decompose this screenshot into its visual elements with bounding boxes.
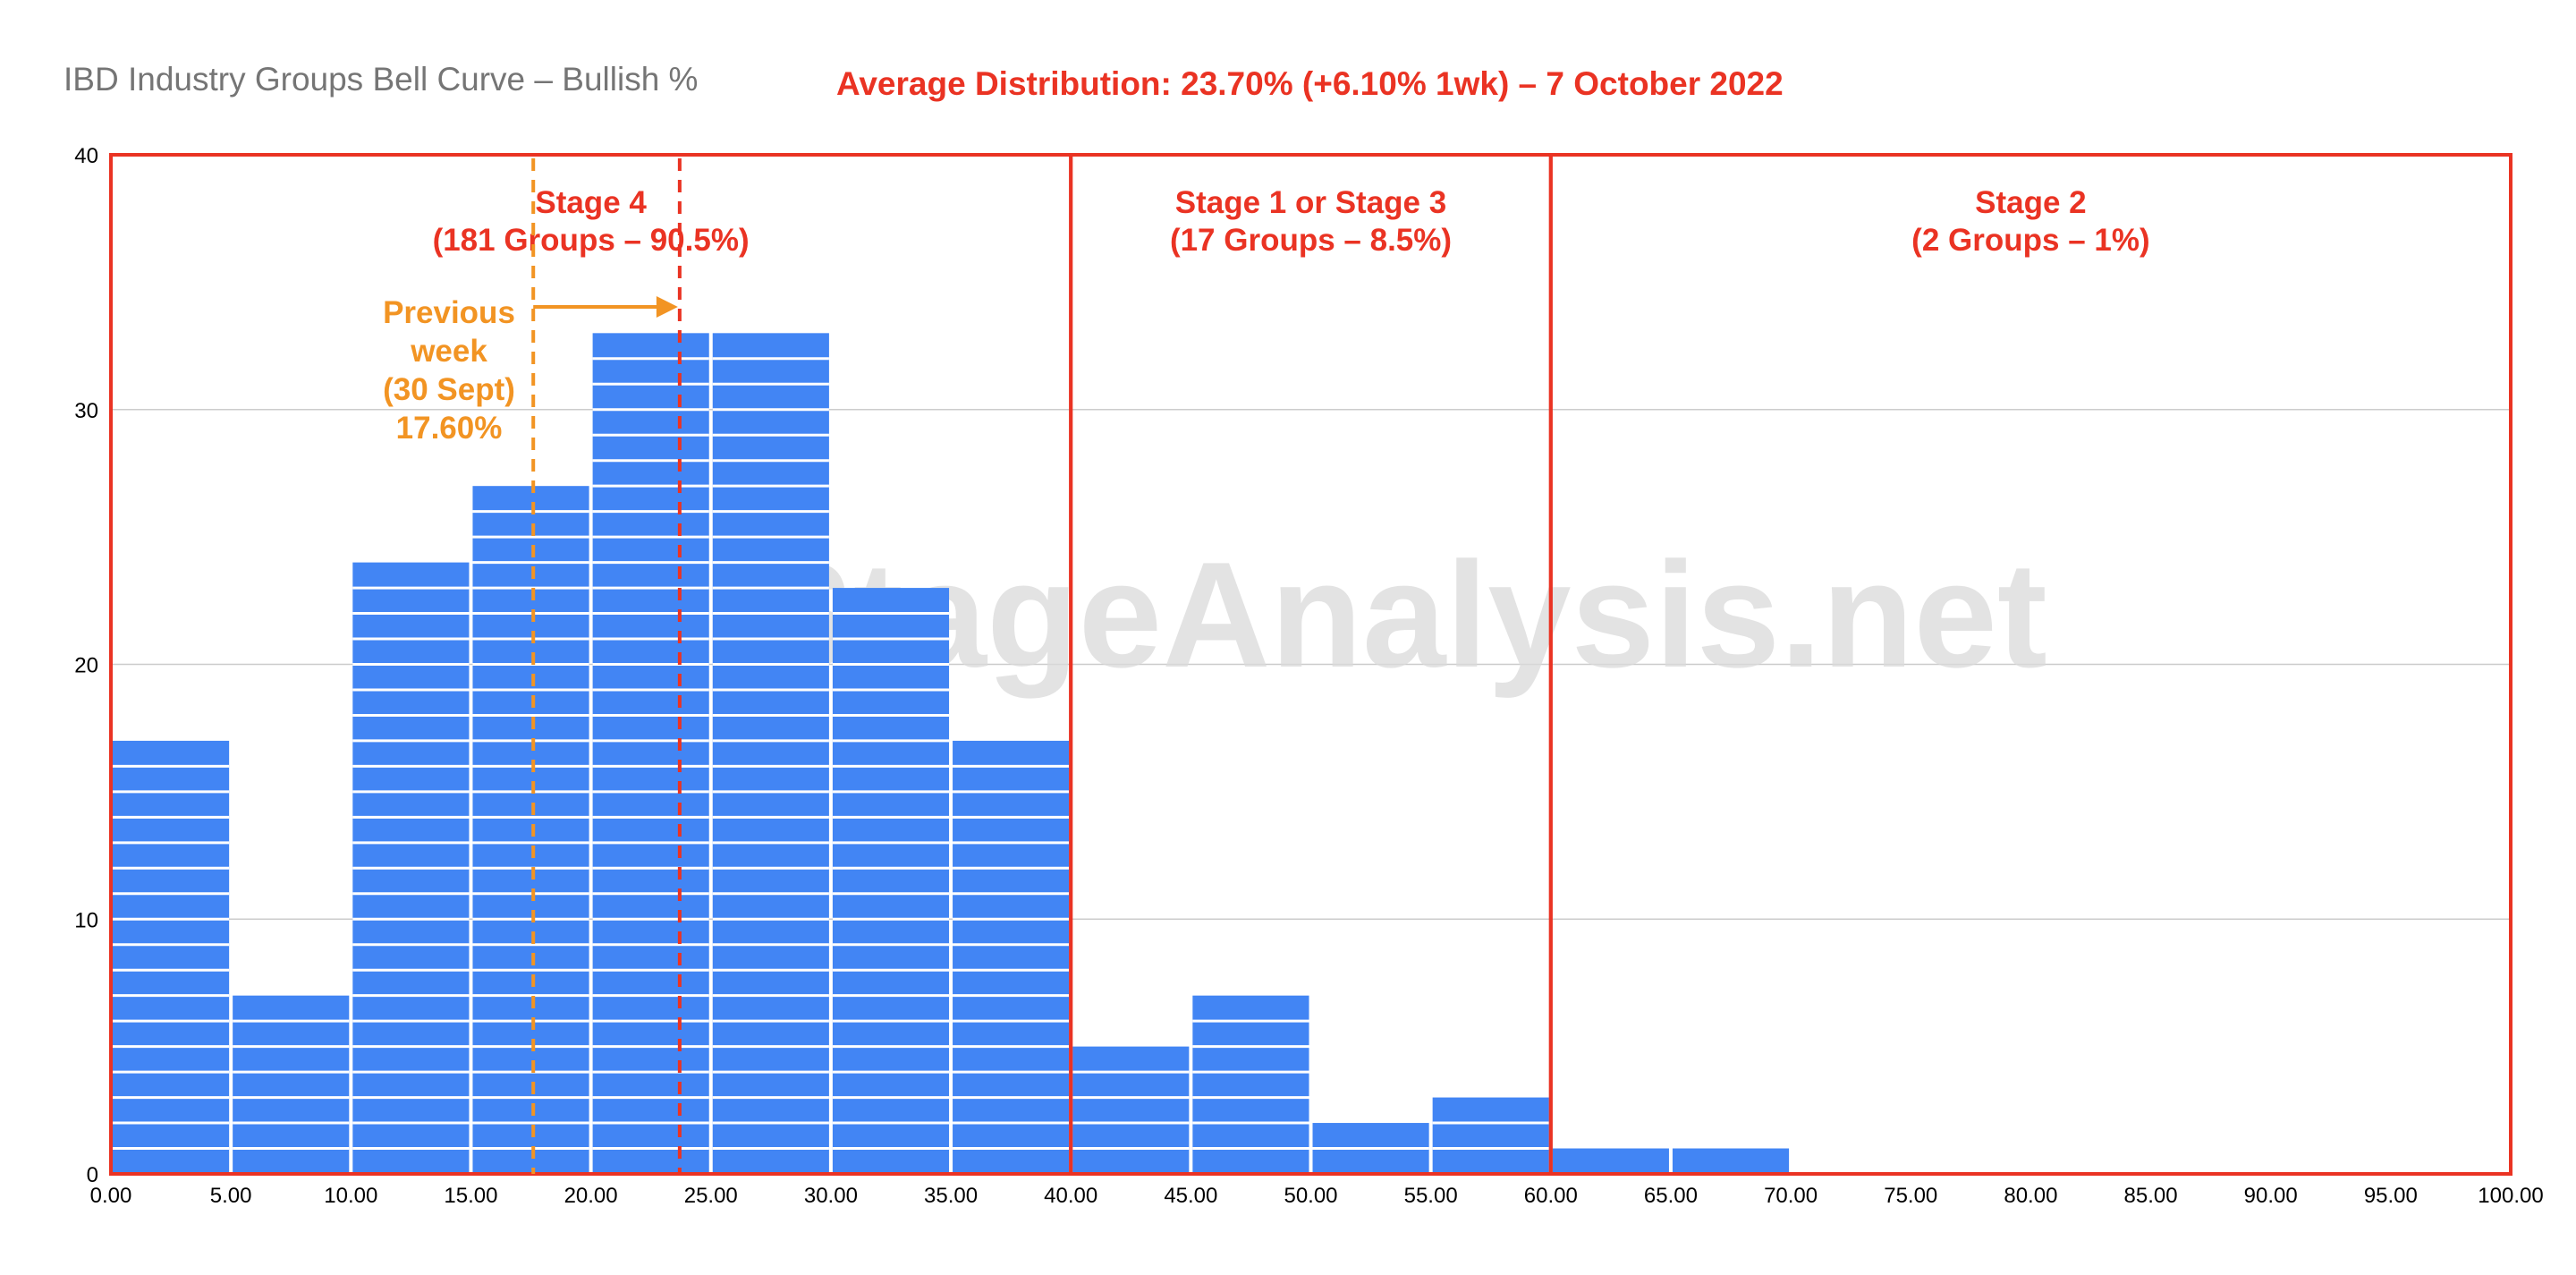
stage-label-count: (2 Groups – 1%): [1911, 223, 2149, 258]
previous-week-label: 17.60%: [396, 411, 503, 446]
previous-week-label: Previous: [383, 295, 515, 330]
histogram-bar: [233, 995, 350, 1174]
chart-title: IBD Industry Groups Bell Curve – Bullish…: [64, 61, 698, 98]
histogram-bar: [1072, 1046, 1190, 1174]
x-tick-label: 90.00: [2244, 1184, 2298, 1208]
x-tick-label: 50.00: [1284, 1184, 1337, 1208]
chart-subtitle: Average Distribution: 23.70% (+6.10% 1wk…: [836, 65, 1784, 102]
stage-label-title: Stage 2: [1975, 185, 2087, 220]
x-tick-label: 30.00: [804, 1184, 858, 1208]
x-tick-label: 25.00: [684, 1184, 738, 1208]
histogram-bar: [113, 740, 230, 1174]
x-tick-label: 75.00: [1884, 1184, 1937, 1208]
x-tick-label: 85.00: [2124, 1184, 2178, 1208]
y-tick-label: 10: [74, 908, 98, 932]
bar-rect: [233, 995, 350, 1174]
histogram-bar: [953, 740, 1070, 1174]
y-tick-label: 20: [74, 654, 98, 678]
bar-rect: [592, 333, 709, 1174]
y-tick-label: 30: [74, 399, 98, 423]
stage-label-count: (17 Groups – 8.5%): [1170, 223, 1452, 258]
bar-rect: [472, 486, 589, 1174]
bar-rect: [832, 588, 950, 1174]
x-tick-label: 95.00: [2364, 1184, 2418, 1208]
histogram-bar: [712, 333, 829, 1174]
x-tick-label: 65.00: [1644, 1184, 1698, 1208]
x-tick-label: 40.00: [1044, 1184, 1097, 1208]
axis-tick-labels: 0 10 20 30 40 0.00 5.00 10.00 15.00 20.00 25.00 30.…: [74, 144, 2543, 1208]
stage-label-count: (181 Groups – 90.5%): [433, 223, 750, 258]
change-arrow-head: [656, 296, 678, 318]
x-tick-label: 80.00: [2004, 1184, 2057, 1208]
histogram-bar: [1312, 1123, 1429, 1174]
x-tick-label: 45.00: [1164, 1184, 1217, 1208]
bar-rect: [1672, 1148, 1790, 1174]
x-tick-label: 100.00: [2478, 1184, 2543, 1208]
histogram-bar: [1192, 995, 1309, 1174]
x-tick-label: 20.00: [564, 1184, 618, 1208]
bar-rect: [113, 740, 230, 1174]
x-tick-label: 5.00: [210, 1184, 252, 1208]
average-markers: Previous week(30 Sept) 17.60%: [383, 158, 682, 1174]
previous-week-label: week: [410, 334, 487, 369]
x-tick-label: 35.00: [924, 1184, 978, 1208]
histogram-bar: [592, 333, 709, 1174]
histogram-bar: [1552, 1148, 1669, 1174]
x-tick-label: 0.00: [90, 1184, 132, 1208]
bar-rect: [1432, 1097, 1549, 1174]
bar-rect: [1072, 1046, 1190, 1174]
histogram-bar: [832, 588, 950, 1174]
histogram-bar: [1432, 1097, 1549, 1174]
stage-regions: Stage 4(181 Groups – 90.5%) Stage 1 or St…: [109, 153, 2512, 1176]
histogram-bar: [1672, 1148, 1790, 1174]
previous-week-label: (30 Sept): [383, 372, 515, 407]
x-tick-label: 60.00: [1524, 1184, 1578, 1208]
histogram-bars: [113, 333, 1790, 1174]
y-tick-label: 0: [87, 1163, 98, 1187]
histogram-bar: [472, 486, 589, 1174]
x-tick-label: 55.00: [1404, 1184, 1458, 1208]
bar-rect: [712, 333, 829, 1174]
x-tick-label: 10.00: [324, 1184, 377, 1208]
bar-rect: [1192, 995, 1309, 1174]
bar-rect: [953, 740, 1070, 1174]
x-tick-label: 70.00: [1764, 1184, 1818, 1208]
stage-box: [1548, 153, 2512, 1176]
stage-label-title: Stage 1 or Stage 3: [1175, 185, 1446, 220]
stage-label-title: Stage 4: [535, 185, 647, 220]
x-tick-label: 15.00: [444, 1184, 497, 1208]
bar-rect: [1552, 1148, 1669, 1174]
y-tick-label: 40: [74, 144, 98, 168]
histogram-bar: [352, 562, 470, 1174]
